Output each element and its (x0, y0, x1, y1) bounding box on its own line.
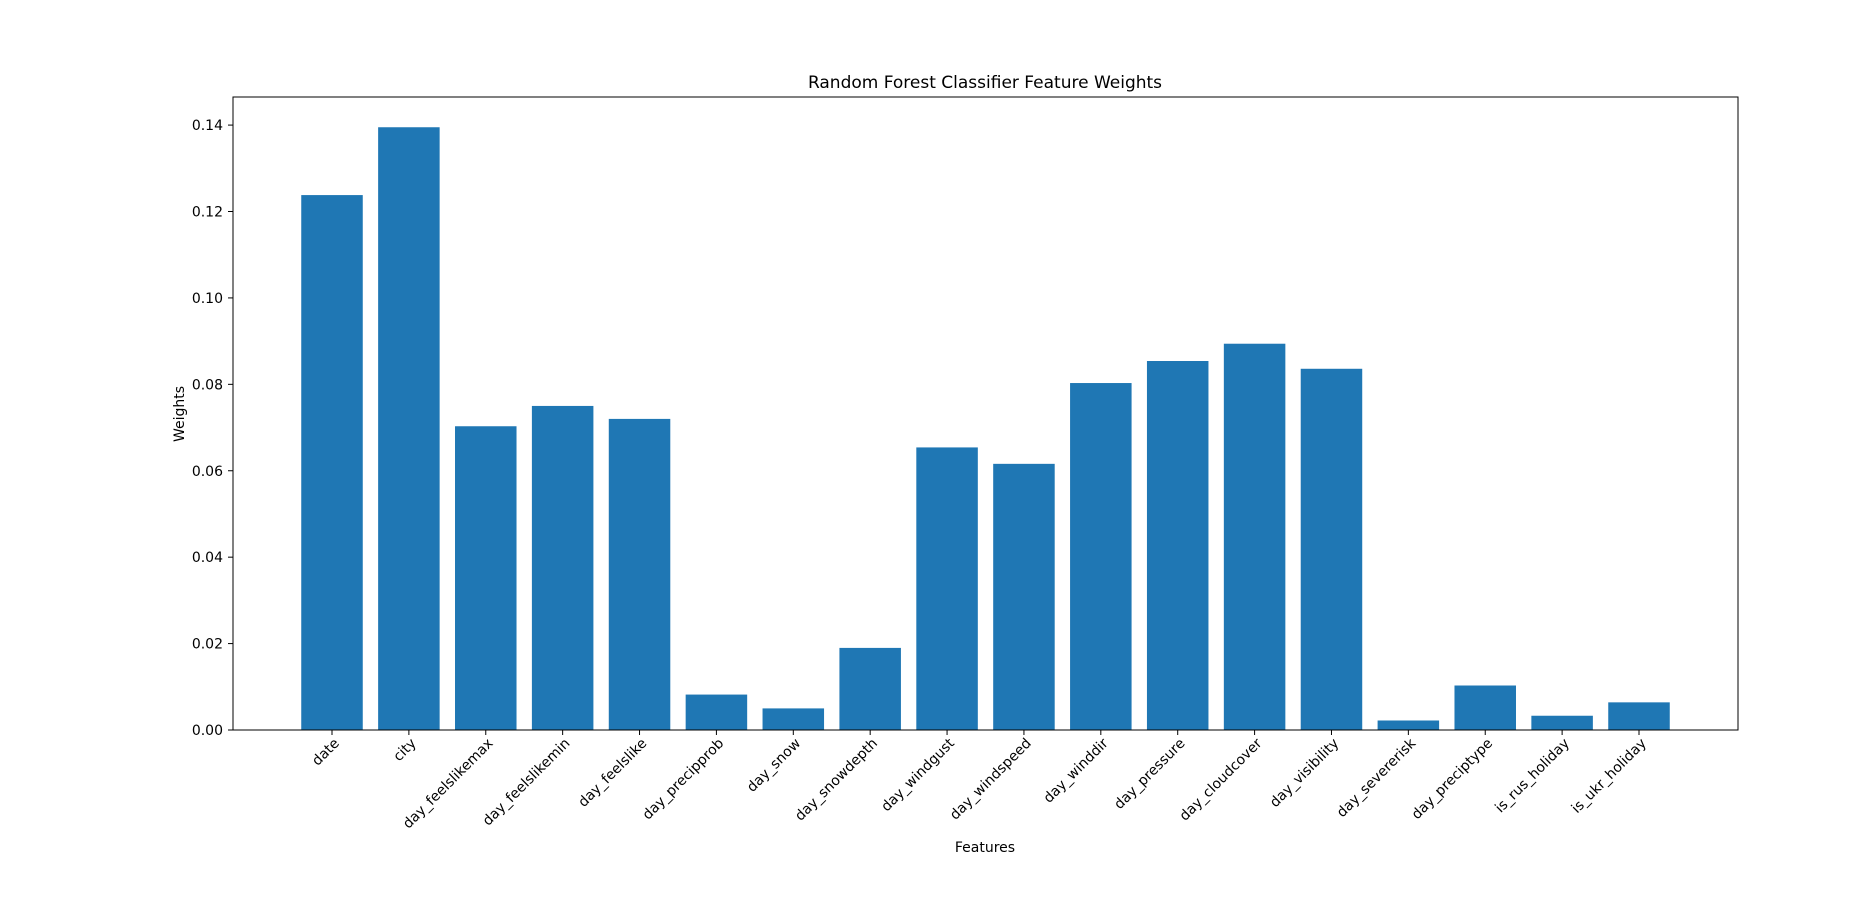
x-tick-label: day_snow (744, 736, 804, 796)
x-tick-label: day_snowdepth (792, 736, 881, 825)
bar-day-pressure (1146, 361, 1209, 730)
bar-day-snow (762, 708, 825, 730)
x-tick-label: day_feelslike (575, 736, 650, 811)
x-tick-label: city (390, 736, 419, 765)
x-axis: date cityday_feelslikemaxday_feelslikemin… (309, 730, 1650, 832)
x-tick-label: day_winddir (1041, 735, 1112, 806)
y-axis: 0.00 0.02 0.04 0.06 0.08 0.10 0.12 0.14 (192, 118, 233, 739)
y-tick-label: 0.02 (192, 637, 223, 653)
y-tick-label: 0.06 (192, 464, 223, 480)
y-tick-label: 0.12 (192, 205, 223, 221)
x-tick-label: date (309, 736, 343, 770)
bar-day-winddir (1070, 383, 1132, 730)
bar-is-ukr-holiday (1608, 702, 1670, 730)
bar-day-feelslike (608, 418, 671, 730)
x-axis-label: Features (955, 840, 1015, 856)
bar-day-precipprob (685, 694, 748, 730)
bar-day-cloudcover (1223, 343, 1286, 730)
y-axis-label: Weights (172, 386, 188, 442)
x-tick-label: day_preciptype (1409, 736, 1496, 823)
y-tick-label: 0.10 (192, 291, 223, 307)
x-tick-label: day_visibility (1267, 736, 1342, 811)
y-tick-label: 0.04 (192, 550, 223, 566)
x-tick-label: day_cloudcover (1177, 735, 1266, 824)
x-tick-label: day_pressure (1111, 736, 1188, 813)
chart-title: Random Forest Classifier Feature Weights (808, 73, 1162, 93)
bar-day-feelslikemin (531, 405, 594, 730)
y-tick-label: 0.14 (192, 118, 223, 134)
y-tick-label: 0.08 (192, 377, 223, 393)
bar-is-rus-holiday (1531, 715, 1593, 730)
bar-day-severerisk (1377, 720, 1440, 730)
plot-area (232, 96, 1739, 731)
x-tick-label: is_ukr_holiday (1569, 736, 1650, 817)
bar-day-windspeed (993, 463, 1055, 730)
bar-day-visibility (1300, 368, 1363, 730)
x-tick-label: is_rus_holiday (1492, 736, 1573, 817)
x-tick-label: day_windspeed (947, 736, 1035, 824)
y-tick-label: 0.00 (192, 723, 223, 739)
x-tick-label: day_precipprob (640, 735, 728, 823)
x-tick-label: day_severerisk (1334, 735, 1420, 821)
plot-frame (232, 96, 1739, 731)
x-tick-label: day_windgust (878, 735, 958, 815)
bar-city (378, 127, 440, 730)
bar-day-feelslikemax (455, 426, 517, 730)
bar-day-preciptype (1454, 685, 1516, 730)
bar-day-windgust (916, 447, 978, 730)
bar-date (301, 195, 363, 730)
bar-day-snowdepth (839, 647, 901, 730)
